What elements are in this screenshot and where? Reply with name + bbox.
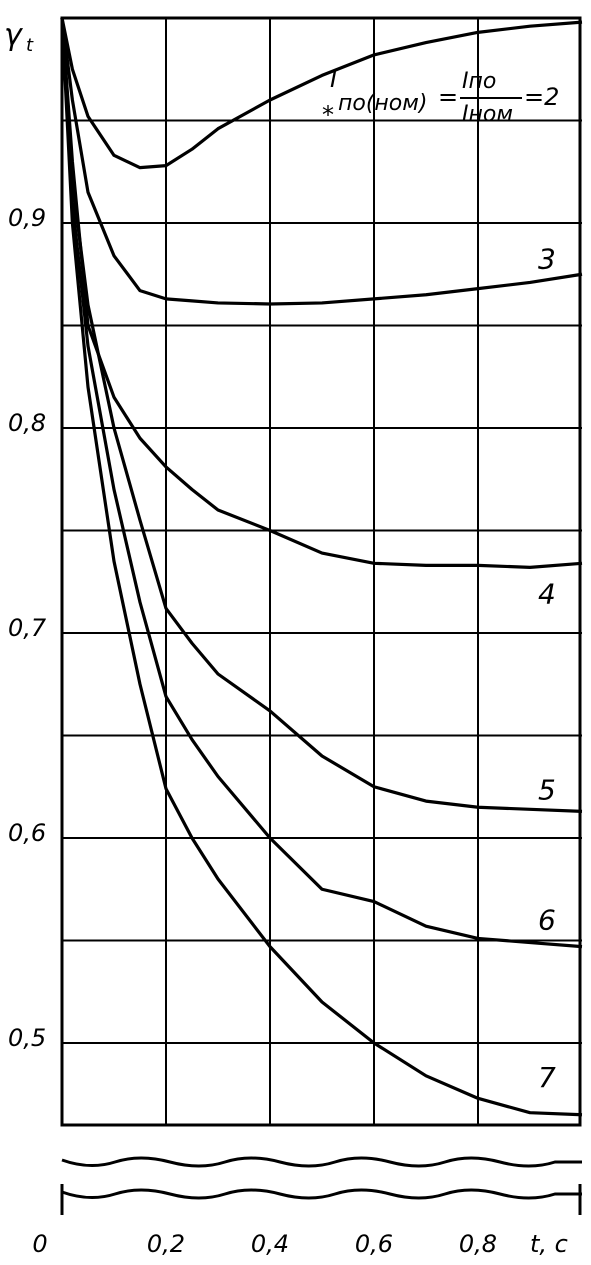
annotation-subscript: по(ном) <box>338 91 427 116</box>
y-tick-label: 0,6 <box>8 819 46 847</box>
y-axis-label-sub: t <box>26 35 34 56</box>
x-axis-label: t, c <box>530 1230 568 1258</box>
x-tick-label: 0,6 <box>355 1230 393 1258</box>
axis-break-bottom <box>61 1188 582 1200</box>
axis-break-top <box>61 1156 582 1168</box>
annotation-result: =2 <box>524 83 559 111</box>
curve-label: 3 <box>538 242 556 275</box>
annotation-numerator: Iпо <box>462 69 496 94</box>
y-tick-label: 0,8 <box>8 409 46 437</box>
x-tick-label: 0,2 <box>147 1230 185 1258</box>
annotation-symbol: I <box>330 65 337 93</box>
y-tick-label: 0,5 <box>8 1024 46 1052</box>
annotation-denominator: Iном <box>462 102 513 127</box>
y-axis-label: γ <box>4 18 24 53</box>
line-series <box>60 17 583 306</box>
curve-label: 4 <box>538 577 556 610</box>
x-tick-label: 0,8 <box>459 1230 497 1258</box>
y-tick-label: 0,7 <box>8 614 47 642</box>
annotation-star: * <box>322 101 334 129</box>
x-tick-label: 0,4 <box>251 1230 289 1258</box>
line-series <box>60 17 583 813</box>
x-tick-label: 0 <box>32 1230 47 1258</box>
curve-label: 7 <box>538 1061 556 1094</box>
line-series <box>60 17 583 949</box>
annotation-equals: = <box>438 83 458 111</box>
line-series <box>60 17 583 1117</box>
curve-label: 5 <box>538 773 556 806</box>
y-tick-label: 0,9 <box>8 204 46 232</box>
plot-frame <box>60 16 582 1127</box>
curve-label: 6 <box>538 904 556 937</box>
line-series <box>60 17 583 170</box>
